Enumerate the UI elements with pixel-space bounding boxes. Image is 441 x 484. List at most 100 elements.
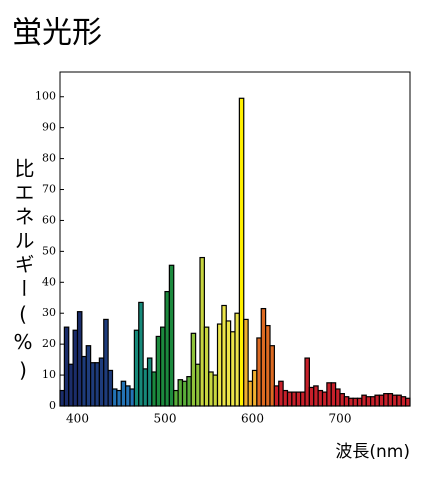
bar	[400, 396, 407, 407]
bar	[190, 332, 197, 407]
bar	[160, 326, 166, 407]
bar	[405, 397, 411, 407]
bar	[330, 382, 337, 407]
bar	[243, 318, 249, 407]
bar	[295, 391, 302, 407]
bar	[339, 393, 345, 407]
bar	[133, 329, 140, 407]
bar	[129, 388, 135, 407]
bar	[68, 363, 74, 407]
bar	[234, 312, 240, 407]
bar	[391, 394, 398, 407]
bar	[199, 256, 205, 407]
bar	[260, 307, 267, 407]
bar	[361, 394, 367, 407]
bar	[286, 391, 293, 407]
bar	[125, 385, 131, 407]
y-tick-label: 30	[42, 306, 56, 319]
bar	[335, 388, 341, 407]
y-tick-label: 90	[42, 121, 56, 134]
y-tick-label: 60	[42, 213, 56, 226]
bar	[116, 389, 122, 407]
bar	[63, 326, 70, 407]
bar	[304, 357, 310, 407]
bar	[273, 385, 280, 407]
bar	[208, 371, 214, 407]
bar	[151, 371, 157, 407]
bar	[177, 379, 184, 407]
bar	[111, 388, 118, 407]
bar	[374, 394, 380, 407]
bar	[221, 304, 227, 407]
bar	[348, 397, 354, 407]
x-tick-label: 600	[241, 412, 264, 426]
bar	[321, 391, 328, 407]
bar	[203, 326, 210, 407]
y-tick-label: 40	[42, 275, 56, 288]
bar	[291, 391, 297, 407]
bar	[396, 394, 402, 407]
x-tick-label: 700	[329, 412, 352, 426]
bar	[216, 323, 223, 407]
y-tick-label: 20	[42, 337, 56, 350]
x-axis-label: 波長(nm)	[335, 442, 410, 462]
y-axis-label: 比エネルギー(%)	[11, 158, 35, 386]
bar	[181, 380, 188, 407]
bar	[90, 362, 96, 407]
bar	[251, 369, 258, 407]
bar	[94, 362, 100, 407]
y-tick-label: 10	[42, 368, 56, 381]
y-tick-label: 50	[42, 244, 56, 257]
bar	[343, 396, 350, 407]
chart-title: 蛍光形	[12, 16, 102, 51]
bar	[365, 396, 372, 407]
bar	[308, 386, 315, 407]
bar	[107, 369, 114, 407]
bar	[120, 380, 127, 407]
bar	[142, 368, 149, 407]
bar	[265, 324, 271, 407]
y-tick-label: 100	[35, 90, 56, 103]
bar	[352, 397, 359, 407]
bar	[212, 374, 219, 407]
x-tick-label: 500	[154, 412, 177, 426]
bar	[146, 357, 153, 407]
bar	[103, 318, 109, 407]
y-tick-label: 0	[49, 399, 56, 412]
bar	[230, 331, 236, 407]
bar	[225, 320, 232, 407]
bar	[317, 389, 324, 407]
bar	[59, 389, 65, 407]
bar	[186, 376, 192, 407]
bar	[356, 397, 363, 407]
bar	[195, 363, 201, 407]
y-tick-label: 70	[42, 183, 56, 196]
x-tick-label: 400	[66, 412, 89, 426]
bar	[81, 355, 87, 407]
bar	[370, 396, 376, 407]
bar	[387, 393, 394, 407]
bar	[383, 393, 389, 407]
bar	[278, 380, 284, 407]
y-tick-label: 80	[42, 152, 56, 165]
bar	[247, 380, 254, 407]
bar	[76, 311, 83, 407]
bar	[155, 335, 162, 407]
bar	[98, 357, 105, 407]
bar	[168, 264, 175, 407]
bar	[269, 345, 275, 407]
bar	[72, 329, 79, 407]
bar	[85, 345, 92, 407]
bar	[238, 97, 245, 407]
bar	[378, 394, 385, 407]
bar	[256, 337, 262, 407]
bar	[282, 389, 289, 407]
bar	[300, 391, 306, 407]
bar	[138, 301, 144, 407]
bar	[173, 389, 179, 407]
bar	[326, 382, 332, 407]
bar	[164, 290, 170, 407]
bar	[313, 385, 319, 407]
